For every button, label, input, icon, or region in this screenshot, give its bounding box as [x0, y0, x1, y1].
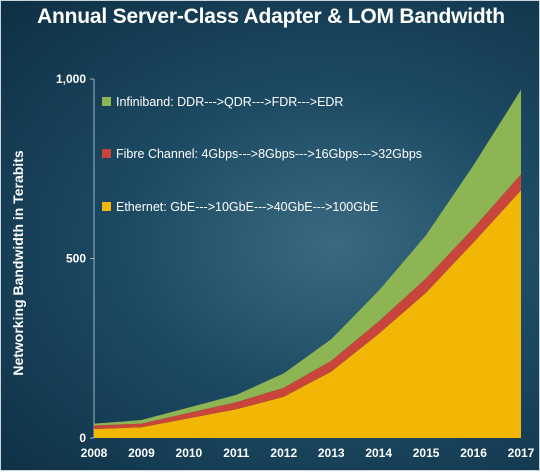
area-ethernet: [94, 190, 521, 438]
legend-swatch-ethernet: [102, 202, 111, 211]
area-infiniband: [94, 89, 521, 426]
x-tick-label: 2015: [413, 446, 440, 460]
x-tick-label: 2008: [81, 446, 108, 460]
x-tick-label: 2016: [460, 446, 487, 460]
x-tick-label: 2012: [270, 446, 297, 460]
x-tick-label: 2011: [223, 446, 249, 460]
legend-label-infiniband: Infiniband: DDR--->QDR--->FDR--->EDR: [116, 95, 343, 109]
area-fibre-channel: [94, 174, 521, 430]
chart-title: Annual Server-Class Adapter & LOM Bandwi…: [37, 5, 505, 28]
x-tick-label: 2017: [508, 446, 535, 460]
legend-swatch-fibre-channel: [102, 149, 111, 158]
y-tick-label: 0: [79, 431, 86, 445]
legend-label-ethernet: Ethernet: GbE--->10GbE--->40GbE--->100Gb…: [116, 200, 378, 214]
legend-label-fibre-channel: Fibre Channel: 4Gbps--->8Gbps--->16Gbps-…: [116, 147, 422, 161]
y-tick-label: 500: [66, 252, 86, 266]
x-tick-label: 2010: [176, 446, 203, 460]
x-tick-label: 2009: [128, 446, 155, 460]
x-tick-label: 2013: [318, 446, 345, 460]
y-tick-label: 1,000: [56, 72, 86, 86]
x-tick-label: 2014: [365, 446, 392, 460]
legend-swatch-infiniband: [102, 97, 111, 106]
